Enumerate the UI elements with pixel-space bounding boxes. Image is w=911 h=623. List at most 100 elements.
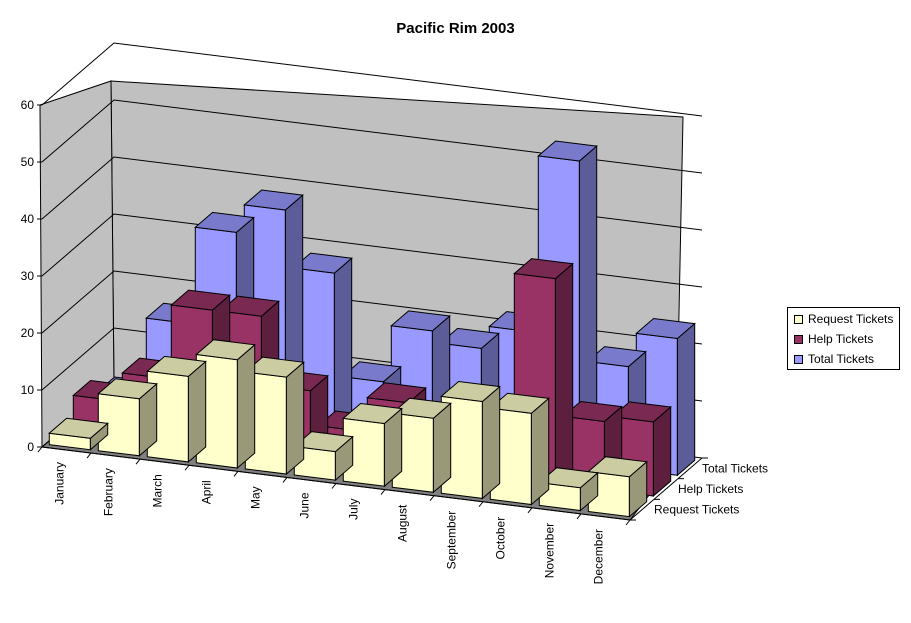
x-tick-label: February <box>102 468 116 516</box>
depth-tick-label: Total Tickets <box>702 461 768 475</box>
x-tick <box>86 452 92 459</box>
x-tick <box>331 483 337 489</box>
bar-request-tickets-september <box>440 380 501 500</box>
y-tick-label: 0 <box>27 440 34 454</box>
x-tick-label: September <box>445 511 459 570</box>
bar-request-tickets-november <box>538 467 599 512</box>
x-tick-label: January <box>53 462 67 505</box>
bar-top <box>611 401 672 423</box>
legend: Request Tickets Help Tickets Total Ticke… <box>787 307 900 370</box>
bar-request-tickets-june <box>293 431 354 482</box>
bar-top <box>97 378 158 400</box>
bar-top <box>587 456 648 478</box>
gridline <box>41 99 703 174</box>
y-tick-label: 60 <box>21 98 35 112</box>
x-tick-label: November <box>543 523 557 578</box>
gridline <box>41 42 703 117</box>
bar-request-tickets-december <box>587 456 648 518</box>
legend-label-request: Request Tickets <box>808 312 894 326</box>
bar-top <box>586 346 647 368</box>
bar-top <box>341 361 402 383</box>
bar-top <box>244 356 305 378</box>
bar-request-tickets-july <box>342 402 403 488</box>
bar-side <box>285 361 305 476</box>
x-tick <box>527 507 533 514</box>
x-tick <box>429 495 435 501</box>
x-tick-label: July <box>347 499 361 520</box>
bar-request-tickets-february <box>97 378 158 457</box>
y-axis: 0 10 20 30 40 50 60 <box>21 98 42 454</box>
bar-request-tickets-march <box>146 355 207 463</box>
bar-side <box>187 360 207 463</box>
x-tick-label: April <box>200 480 214 504</box>
bar-top <box>513 258 574 280</box>
x-tick <box>282 477 288 483</box>
x-tick-label: June <box>298 492 312 518</box>
bar-side <box>652 405 672 498</box>
x-tick <box>233 471 239 477</box>
bar-top <box>391 397 452 419</box>
y-tick-label: 10 <box>21 383 35 397</box>
y-tick-label: 40 <box>21 212 35 226</box>
x-tick <box>478 501 484 508</box>
gridline <box>41 156 703 231</box>
legend-swatch-request <box>794 314 803 324</box>
bar-top <box>243 189 304 211</box>
x-tick-label: October <box>494 517 508 560</box>
bar-side <box>236 343 256 470</box>
bar-top <box>194 211 255 233</box>
legend-item-total: Total Tickets <box>794 351 874 367</box>
bar-top <box>146 355 207 377</box>
bar-top <box>219 295 280 317</box>
x-axis: January February March April May June July Augu… <box>37 446 631 584</box>
bar-request-tickets-may <box>244 356 305 476</box>
legend-item-request: Request Tickets <box>794 311 893 327</box>
x-tick-label: March <box>151 474 165 507</box>
bar-top <box>635 317 696 340</box>
x-tick <box>135 458 141 465</box>
bar-top <box>439 327 500 349</box>
depth-axis: Request Tickets Help Tickets Total Tickets <box>629 457 768 521</box>
bar-side <box>530 397 550 506</box>
x-tick-label: May <box>249 486 263 509</box>
bar-top <box>537 140 598 162</box>
legend-swatch-total <box>794 354 803 364</box>
legend-swatch-help <box>794 334 803 344</box>
bar-side <box>333 257 353 434</box>
bar-request-tickets-august <box>391 397 452 494</box>
x-tick <box>184 464 190 471</box>
bars <box>48 140 696 518</box>
gridline <box>41 213 703 288</box>
legend-label-help: Help Tickets <box>808 332 874 346</box>
bar-top <box>390 310 451 332</box>
x-tick <box>380 489 386 495</box>
bar-top <box>293 431 354 453</box>
bar-top <box>489 392 550 414</box>
x-tick <box>625 519 631 526</box>
legend-label-total: Total Tickets <box>808 352 875 366</box>
depth-axis-line <box>629 457 703 521</box>
bar-top <box>342 402 403 425</box>
bar-top <box>440 380 501 403</box>
chart-title: Pacific Rim 2003 <box>396 20 515 37</box>
bar-top <box>538 467 599 489</box>
bar-request-tickets-january <box>48 417 109 451</box>
bar-top <box>366 382 427 404</box>
depth-tick-label: Help Tickets <box>678 482 743 496</box>
x-tick-label: December <box>592 529 606 584</box>
depth-tick-label: Request Tickets <box>654 503 739 517</box>
y-tick-label: 20 <box>21 326 35 340</box>
x-tick <box>37 446 43 453</box>
bar-side <box>676 322 696 477</box>
x-tick-label: August <box>396 504 410 542</box>
bar-top <box>48 417 109 439</box>
bar-request-tickets-april <box>195 339 256 470</box>
bar-top <box>195 339 256 361</box>
bar-side <box>432 402 452 494</box>
legend-item-help: Help Tickets <box>794 331 873 347</box>
bar-side <box>481 385 501 500</box>
bar-side <box>554 262 574 485</box>
x-tick <box>576 513 582 520</box>
y-tick-label: 50 <box>21 155 35 169</box>
